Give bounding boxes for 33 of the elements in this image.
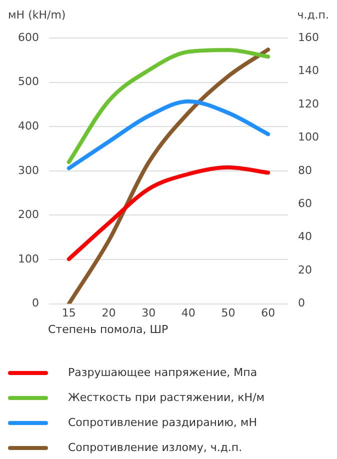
y2-tick-label: 140 [298,64,320,78]
line-series [66,48,270,164]
x-tick-label: 15 [62,306,76,320]
y2-tick-label: 20 [298,263,312,276]
y-tick-label: 600 [18,30,39,44]
line-series [66,48,270,304]
y2-axis-title: ч.д.п. [297,8,329,22]
y2-tick-label: 160 [298,30,320,44]
y2-tick-label: 100 [298,130,320,144]
y2-tick-label: 80 [298,164,312,177]
y-tick-label: 300 [18,164,39,177]
y2-tick-label: 120 [298,97,320,110]
legend-label: Сопротивление излому, ч.д.п. [68,441,242,454]
line-series [66,99,270,170]
y-tick-label: 200 [18,208,39,222]
legend-label: Разрушающее напряжение, Мпа [68,366,258,379]
legend-label: Сопротивление раздиранию, мН [68,416,257,429]
y2-tick-label: 40 [298,230,312,244]
y-tick-label: 100 [18,252,39,266]
x-tick-label: 40 [181,306,196,320]
x-tick-label: 30 [142,306,156,320]
y-axis-title: мН (kH/m) [8,8,66,22]
y-tick-label: 500 [18,75,39,88]
x-tick-label: 50 [221,306,236,320]
y-tick-label: 0 [32,296,39,310]
legend-label: Жесткость при растяжении, кН/м [68,391,265,404]
x-tick-label: 20 [102,306,116,320]
y2-tick-label: 60 [298,196,312,210]
x-tick-label: 60 [261,306,276,320]
line-series [66,165,270,262]
x-axis-title: Степень помола, ШР [48,323,170,336]
y-tick-label: 400 [18,119,39,132]
y2-tick-label: 0 [298,296,306,310]
